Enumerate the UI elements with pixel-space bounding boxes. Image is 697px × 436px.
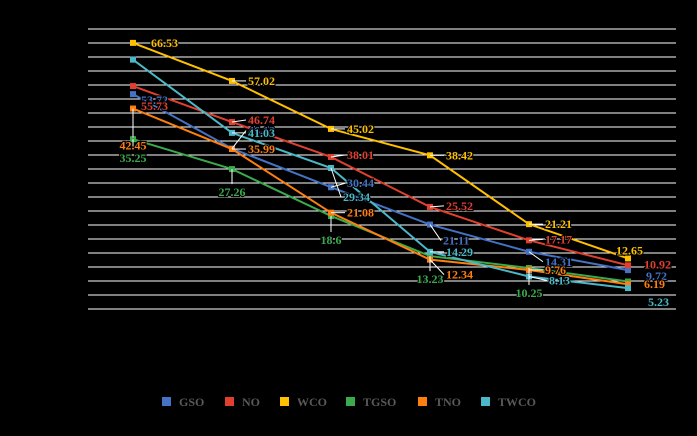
data-label-wco-2: 57.02 bbox=[248, 74, 275, 88]
data-label-gso-2: 46.12 bbox=[248, 124, 275, 138]
data-label-tno-4: 12.34 bbox=[446, 268, 473, 282]
data-label-no-4: 25.52 bbox=[446, 199, 473, 213]
legend-swatch-twco bbox=[481, 397, 490, 406]
data-label-gso-1: 53.72 bbox=[141, 93, 168, 107]
data-label-no-6: 10.92 bbox=[644, 257, 671, 271]
data-label-wco-5: 21.21 bbox=[545, 217, 572, 231]
legend-label-twco: TWCO bbox=[498, 395, 536, 409]
leader-line-twco-5 bbox=[528, 275, 548, 281]
data-label-gso-3: 30.44 bbox=[347, 176, 374, 190]
data-label-wco-1: 66.53 bbox=[151, 36, 178, 50]
data-label-tno-5: 9.76 bbox=[545, 263, 566, 277]
point-no-6 bbox=[625, 262, 631, 269]
point-twco-1 bbox=[130, 56, 136, 63]
legend-swatch-gso bbox=[162, 397, 171, 406]
leader-line-no-4 bbox=[429, 205, 445, 208]
leader-line-gso-3 bbox=[330, 182, 346, 188]
data-label-twco-6: 5.23 bbox=[648, 295, 669, 309]
legend-swatch-wco bbox=[280, 397, 289, 406]
data-label-tno-2: 35.99 bbox=[248, 142, 275, 156]
data-label-tgso-3: 18.6 bbox=[321, 233, 342, 247]
legend-label-tgso: TGSO bbox=[363, 395, 396, 409]
gridlines bbox=[88, 28, 676, 310]
data-label-no-3: 38.01 bbox=[347, 148, 374, 162]
data-label-twco-3: 29.34 bbox=[343, 190, 370, 204]
data-label-no-2: 46.74 bbox=[248, 113, 275, 127]
legend-label-no: NO bbox=[242, 395, 260, 409]
point-wco-6 bbox=[625, 255, 631, 262]
series-line-no bbox=[132, 85, 629, 267]
point-gso-6 bbox=[625, 267, 631, 274]
data-label-tgso-5: 10.25 bbox=[516, 286, 543, 300]
data-label-tno-6: 6.19 bbox=[644, 277, 665, 291]
legend-label-tno: TNO bbox=[435, 395, 461, 409]
leader-line-no-2 bbox=[231, 119, 247, 123]
leader-line-tno-4 bbox=[429, 259, 445, 275]
leader-line-no-5 bbox=[528, 238, 544, 241]
data-label-no-5: 17.17 bbox=[545, 232, 572, 246]
series-line-wco bbox=[132, 41, 629, 260]
data-label-wco-3: 45.02 bbox=[347, 122, 374, 136]
data-label-wco-6: 12.65 bbox=[616, 243, 643, 257]
point-no-1 bbox=[130, 83, 136, 90]
point-wco-1 bbox=[130, 39, 136, 46]
point-twco-6 bbox=[625, 285, 631, 292]
series-line-tno bbox=[132, 107, 629, 286]
series-line-gso bbox=[132, 93, 629, 272]
data-label-gso-5: 14.31 bbox=[545, 255, 572, 269]
leader-line-gso-4 bbox=[429, 224, 442, 241]
data-label-tno-3: 21.08 bbox=[347, 206, 374, 220]
data-label-no-1: 55.73 bbox=[141, 99, 168, 113]
legend-swatch-tno bbox=[418, 397, 427, 406]
data-label-wco-4: 38.42 bbox=[446, 148, 473, 162]
data-label-gso-6: 9.72 bbox=[646, 269, 667, 283]
legend-label-wco: WCO bbox=[297, 395, 327, 409]
data-label-twco-2: 41.03 bbox=[248, 126, 275, 140]
series-lines bbox=[132, 41, 629, 290]
leader-line-gso-5 bbox=[528, 251, 544, 263]
leader-line-twco-3 bbox=[330, 167, 342, 198]
point-gso-1 bbox=[130, 91, 136, 98]
legend-label-gso: GSO bbox=[179, 395, 204, 409]
leader-line-gso-2 bbox=[231, 130, 247, 149]
data-label-tgso-2: 27.26 bbox=[219, 185, 246, 199]
data-label-tno-1: 42.45 bbox=[120, 139, 147, 153]
legend-swatch-tgso bbox=[346, 397, 355, 406]
data-label-tgso-1: 35.25 bbox=[120, 151, 147, 165]
legend-swatch-no bbox=[225, 397, 234, 406]
data-labels: 53.72 46.12 30.44 21.11 14.31 9.72 55.73 46.74 3… bbox=[118, 35, 672, 310]
leader-line-no-3 bbox=[330, 154, 346, 158]
series-line-twco bbox=[132, 58, 629, 290]
data-label-tgso-4: 13.23 bbox=[417, 272, 444, 286]
point-tno-6 bbox=[625, 281, 631, 288]
data-label-twco-4: 14.29 bbox=[446, 245, 473, 259]
data-label-twco-5: 8.13 bbox=[549, 273, 570, 287]
data-label-gso-4: 21.11 bbox=[443, 234, 469, 248]
legend: GSO NO WCO TGSO TNO TWCO bbox=[162, 395, 536, 409]
